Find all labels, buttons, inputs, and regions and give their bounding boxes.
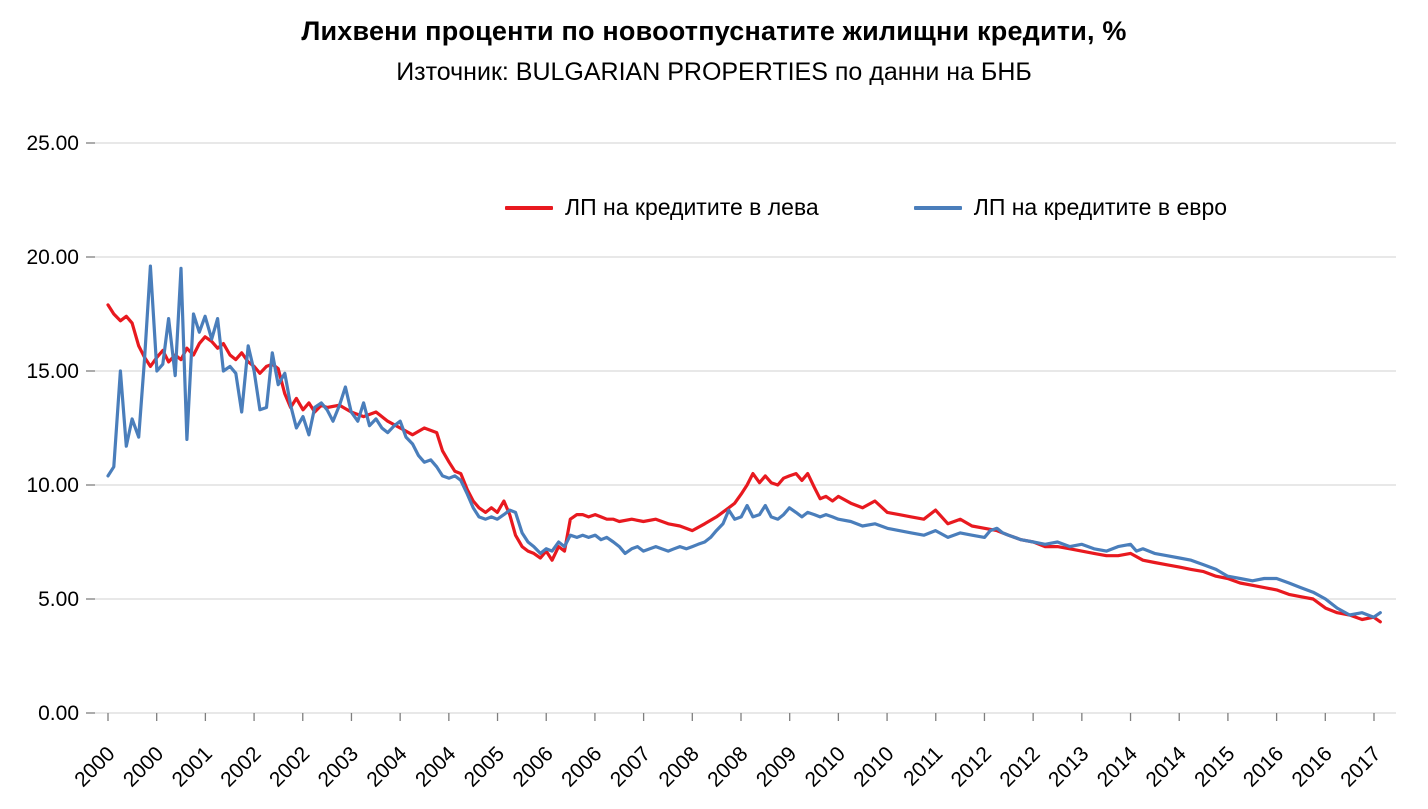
y-axis-label: 0.00 bbox=[38, 702, 79, 725]
x-axis-label: 2012 bbox=[947, 742, 996, 791]
legend-label-evro: ЛП на кредитите в евро bbox=[973, 194, 1228, 220]
x-axis-label: 2004 bbox=[411, 742, 461, 792]
x-axis-label: 2008 bbox=[655, 742, 704, 791]
x-axis-label: 2012 bbox=[995, 742, 1044, 791]
x-axis-label: 2015 bbox=[1190, 742, 1239, 791]
x-axis-label: 2014 bbox=[1093, 742, 1143, 792]
chart-subtitle: Източник: BULGARIAN PROPERTIES по данни … bbox=[396, 58, 1032, 86]
x-axis-label: 2000 bbox=[119, 742, 168, 791]
y-axis-label: 25.00 bbox=[26, 132, 79, 155]
series-line-leva bbox=[106, 303, 1382, 624]
x-axis-label: 2002 bbox=[265, 742, 314, 791]
x-axis-label: 2006 bbox=[508, 742, 557, 791]
y-axis-label: 10.00 bbox=[26, 474, 79, 497]
x-axis-label: 2010 bbox=[849, 742, 898, 791]
y-axis-label: 15.00 bbox=[26, 360, 79, 383]
y-axis-label: 5.00 bbox=[38, 588, 79, 611]
x-axis-label: 2003 bbox=[314, 742, 363, 791]
legend-swatch-evro bbox=[913, 205, 962, 210]
x-axis-label: 2002 bbox=[216, 742, 265, 791]
x-axis-label: 2016 bbox=[1288, 742, 1337, 791]
legend-swatch-leva bbox=[505, 205, 553, 210]
legend-item-evro: ЛП на кредитите в евро bbox=[913, 194, 1228, 221]
legend-item-leva: ЛП на кредитите в лева bbox=[505, 194, 819, 221]
x-axis-label: 2006 bbox=[557, 742, 606, 791]
legend-label-leva: ЛП на кредитите в лева bbox=[565, 194, 819, 220]
x-axis-label: 2004 bbox=[362, 742, 412, 792]
y-axis-label: 20.00 bbox=[26, 246, 79, 269]
chart-title: Лихвени проценти по новоотпуснатите жили… bbox=[301, 16, 1127, 46]
x-axis-label: 2014 bbox=[1141, 742, 1191, 792]
x-axis-label: 2009 bbox=[752, 742, 801, 791]
x-axis-label: 2010 bbox=[801, 742, 850, 791]
x-axis-label: 2016 bbox=[1239, 742, 1288, 791]
x-axis-label: 2001 bbox=[168, 742, 217, 791]
x-axis-label: 2013 bbox=[1044, 742, 1093, 791]
x-axis-label: 2017 bbox=[1336, 742, 1385, 791]
x-axis-label: 2007 bbox=[606, 742, 655, 791]
series-line-evro bbox=[106, 264, 1382, 619]
x-axis-label: 2005 bbox=[460, 742, 509, 791]
x-axis-label: 2000 bbox=[70, 742, 119, 791]
x-axis-label: 2008 bbox=[703, 742, 752, 791]
x-axis-label: 2011 bbox=[899, 742, 947, 790]
chart-legend: ЛП на кредитите в лева ЛП на кредитите в … bbox=[505, 194, 1227, 221]
